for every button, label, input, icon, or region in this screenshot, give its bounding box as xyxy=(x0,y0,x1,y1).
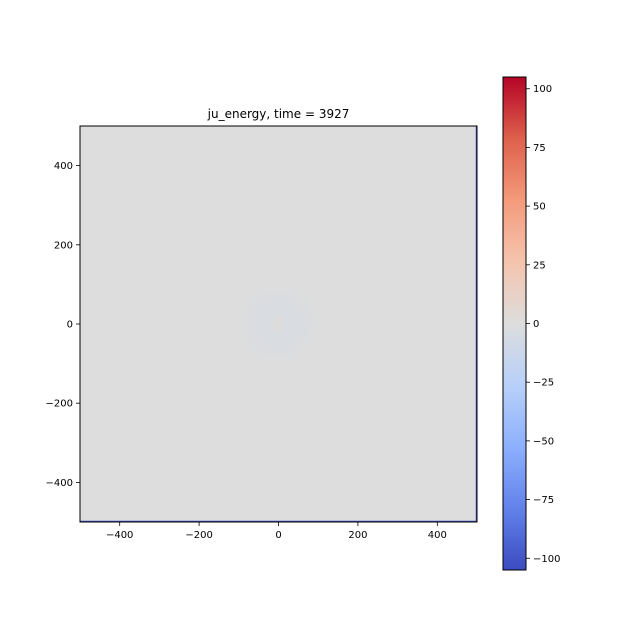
center-blob xyxy=(273,316,284,332)
colorbar-tick-label: 75 xyxy=(533,143,546,154)
colorbar-tick-label: 0 xyxy=(533,319,539,330)
y-tick-label: 200 xyxy=(54,240,73,251)
chart-title: ju_energy, time = 3927 xyxy=(207,107,350,121)
x-tick-label: 0 xyxy=(275,530,281,541)
x-tick-label: −400 xyxy=(106,530,133,541)
y-tick-label: 0 xyxy=(67,320,73,331)
colorbar-tick-label: 50 xyxy=(533,202,546,213)
x-tick-label: 400 xyxy=(428,530,447,541)
colorbar-tick-label: −100 xyxy=(533,554,560,565)
colorbar-tick-label: −50 xyxy=(533,436,554,447)
colorbar: −100 −75 −50 −25 0 25 50 75 100 xyxy=(502,76,560,571)
y-tick-label: −200 xyxy=(46,399,73,410)
x-axis: −400 −200 0 200 400 xyxy=(106,522,447,541)
x-tick-label: 200 xyxy=(348,530,367,541)
y-axis: −400 −200 0 200 400 xyxy=(46,161,80,489)
colorbar-tick-label: 25 xyxy=(533,260,546,271)
colorbar-tick-label: −25 xyxy=(533,378,554,389)
y-tick-label: −400 xyxy=(46,478,73,489)
colorbar-gradient xyxy=(502,76,527,571)
heatmap-plot xyxy=(79,125,478,523)
colorbar-tick-label: 100 xyxy=(533,84,552,95)
colorbar-tick-label: −75 xyxy=(533,495,554,506)
y-tick-label: 400 xyxy=(54,161,73,172)
x-tick-label: −200 xyxy=(185,530,212,541)
